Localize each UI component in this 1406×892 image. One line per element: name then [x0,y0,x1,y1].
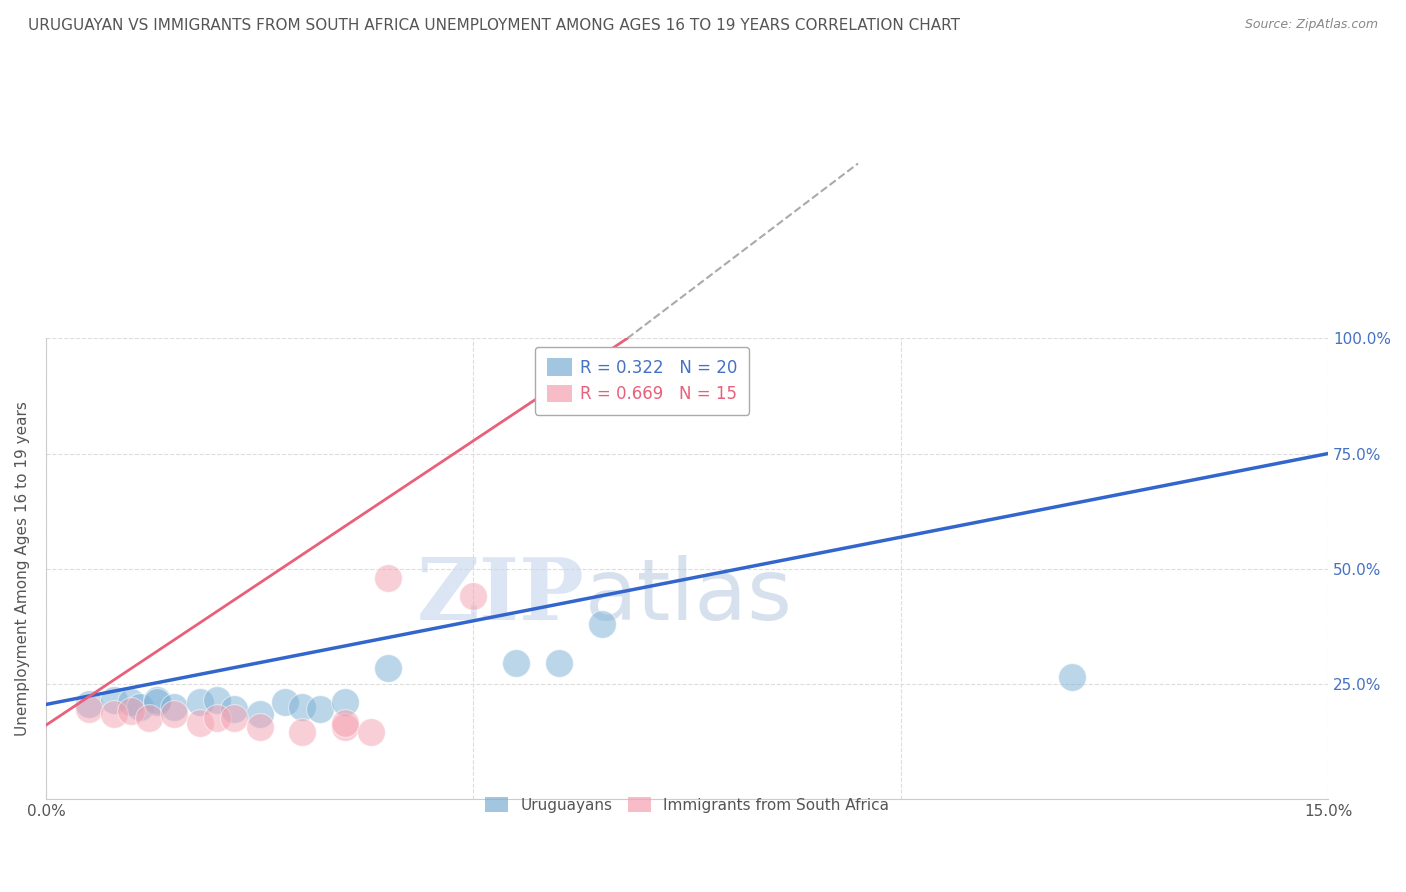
Point [505,656,527,670]
Point [205,711,228,725]
Point [463,589,485,603]
Point [377,571,399,585]
Point [1060,670,1083,684]
Point [222,711,245,725]
Point [146,693,169,707]
Point [291,699,314,714]
Point [188,695,211,709]
Point [129,699,152,714]
Point [77,698,100,712]
Point [308,702,330,716]
Point [222,702,245,716]
Point [274,695,297,709]
Point [333,695,356,709]
Point [591,616,613,631]
Point [163,699,186,714]
Point [205,693,228,707]
Point [333,715,356,730]
Point [120,695,142,709]
Y-axis label: Unemployment Among Ages 16 to 19 years: Unemployment Among Ages 16 to 19 years [15,401,30,736]
Point [360,725,382,739]
Text: ZIP: ZIP [416,554,585,639]
Point [120,704,142,718]
Point [291,725,314,739]
Text: atlas: atlas [585,555,793,638]
Text: URUGUAYAN VS IMMIGRANTS FROM SOUTH AFRICA UNEMPLOYMENT AMONG AGES 16 TO 19 YEARS: URUGUAYAN VS IMMIGRANTS FROM SOUTH AFRIC… [28,18,960,33]
Point [249,721,271,735]
Point [249,706,271,721]
Point [103,706,125,721]
Text: Source: ZipAtlas.com: Source: ZipAtlas.com [1244,18,1378,31]
Legend: Uruguayans, Immigrants from South Africa: Uruguayans, Immigrants from South Africa [479,790,896,819]
Point [77,702,100,716]
Point [146,695,169,709]
Point [377,660,399,674]
Point [188,715,211,730]
Point [333,721,356,735]
Point [547,656,569,670]
Point [138,711,160,725]
Point [103,693,125,707]
Point [163,706,186,721]
